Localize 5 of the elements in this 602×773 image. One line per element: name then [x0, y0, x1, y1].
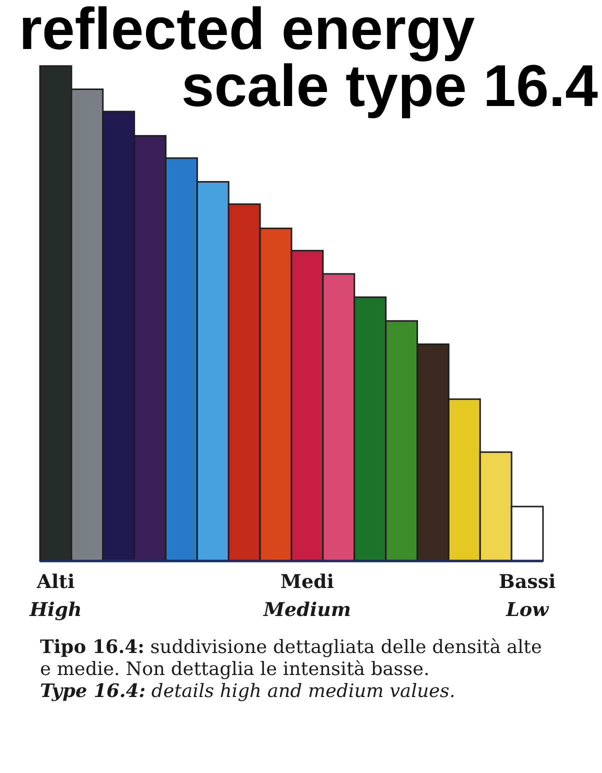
text: Type 16.4: details high and medium values.: [40, 681, 456, 702]
x-tick-label: Bassi Low: [498, 571, 556, 621]
text: Tipo 16.4: suddivisione dettagliata delle densità alte e medie. Non dettaglia le intensità basse.: [40, 637, 542, 680]
x-tick-label: Alti High: [28, 571, 82, 621]
x-tick-label: Medi Medium: [262, 571, 351, 621]
